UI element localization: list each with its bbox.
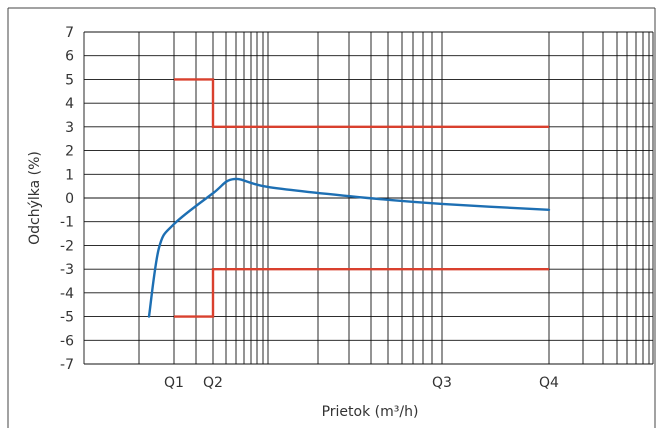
upper-limit-line [174, 78, 549, 129]
y-tick-label: -3 [60, 262, 74, 278]
x-tick-label: Q4 [539, 375, 559, 391]
x-tick-label: Q3 [432, 375, 452, 391]
y-tick-label: -1 [60, 215, 74, 231]
y-tick-label: -6 [60, 333, 74, 349]
y-tick-label: 6 [65, 49, 74, 65]
y-tick-label: -4 [60, 286, 74, 302]
y-tick-label: 3 [65, 120, 74, 136]
y-tick-label: 5 [65, 72, 74, 88]
error-limits [174, 78, 549, 318]
x-tick-label: Q2 [203, 375, 223, 391]
y-tick-label: 4 [65, 96, 74, 112]
y-tick-labels: 7 6 5 4 3 2 1 0 -1 -2 -3 -4 -5 -6 -7 [60, 25, 74, 373]
y-tick-label: 7 [65, 25, 74, 41]
y-axis-title: Odchýlka (%) [27, 151, 43, 245]
meter-error-curve [147, 177, 551, 318]
error-curve [147, 177, 551, 318]
y-tick-label: 0 [65, 191, 74, 207]
x-axis-title: Prietok (m³/h) [322, 404, 419, 420]
x-tick-label: Q1 [164, 375, 184, 391]
y-tick-label: -5 [60, 310, 74, 326]
y-tick-label: 2 [65, 144, 74, 160]
y-tick-label: -2 [60, 238, 74, 254]
lower-limit-line [174, 267, 549, 318]
y-tick-label: 1 [65, 167, 74, 183]
x-tick-labels: Q1 Q2 Q3 Q4 [164, 375, 559, 391]
y-tick-label: -7 [60, 357, 74, 373]
figure-frame [7, 7, 656, 428]
